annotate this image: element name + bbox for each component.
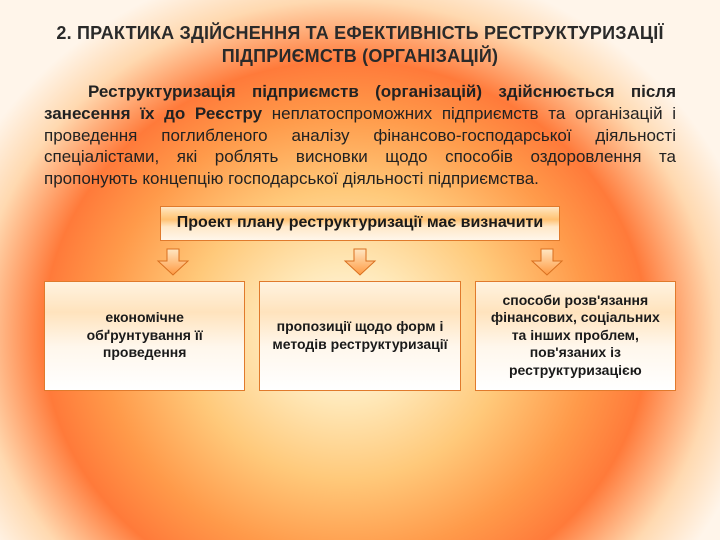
diagram: Проект плану реструктуризації має визнач…	[44, 206, 676, 520]
arrows-row	[80, 247, 640, 277]
diagram-item-box: економічне обґрунтування її проведення	[44, 281, 245, 391]
diagram-items-row: економічне обґрунтування її проведення п…	[44, 281, 676, 391]
down-arrow-icon	[156, 247, 190, 277]
slide-title: 2. ПРАКТИКА ЗДІЙСНЕННЯ ТА ЕФЕКТИВНІСТЬ Р…	[44, 22, 676, 67]
diagram-item-box: способи розв'язання фінансових, соціальн…	[475, 281, 676, 391]
diagram-root-box: Проект плану реструктуризації має визнач…	[160, 206, 560, 241]
intro-paragraph: Реструктуризація підприємств (організаці…	[44, 81, 676, 190]
slide: 2. ПРАКТИКА ЗДІЙСНЕННЯ ТА ЕФЕКТИВНІСТЬ Р…	[0, 0, 720, 540]
diagram-item-box: пропозиції щодо форм і методів реструкту…	[259, 281, 460, 391]
down-arrow-icon	[530, 247, 564, 277]
down-arrow-icon	[343, 247, 377, 277]
